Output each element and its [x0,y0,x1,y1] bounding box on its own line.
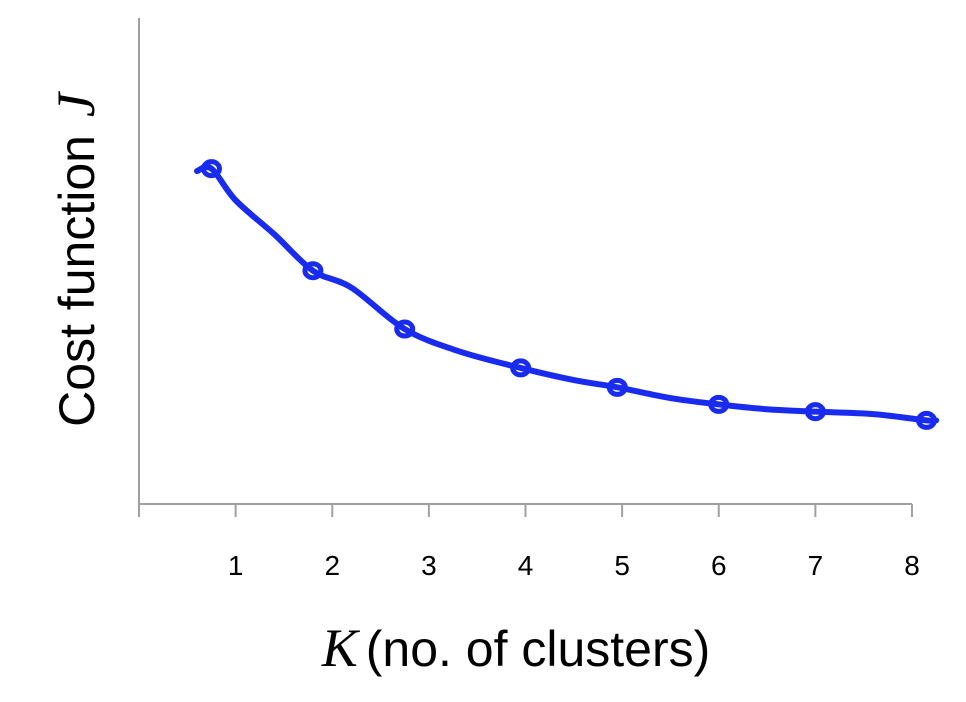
data-point-marker [200,159,222,179]
x-tick-label: 2 [324,550,340,581]
axes [138,18,912,505]
x-ticks [138,504,913,517]
x-axis-title: K (no. of clusters) [321,618,711,678]
y-axis-variable: J [46,90,106,117]
data-point-marker [394,319,416,339]
data-point-marker [606,377,628,397]
data-point-marker [302,261,324,281]
x-axis-text: (no. of clusters) [366,621,711,677]
x-tick-labels: 1 2 3 4 5 6 7 8 [228,550,920,581]
series-group [193,163,940,424]
x-tick-label: 4 [518,550,534,581]
x-tick-label: 7 [808,550,824,581]
x-tick-label: 3 [421,550,437,581]
x-tick-label: 8 [904,550,920,581]
x-tick-label: 5 [614,550,630,581]
y-axis-text: Cost function [49,135,105,427]
data-point-marker [915,410,937,430]
x-axis-variable: K [321,618,361,678]
markers-group [200,159,937,430]
data-point-marker [510,358,532,378]
data-point-marker [804,402,826,422]
y-axis-title: Cost function J [46,90,106,427]
x-tick-label: 6 [711,550,727,581]
cost-curve-line [193,163,940,424]
x-tick-label: 1 [228,550,244,581]
data-point-marker [708,394,730,414]
